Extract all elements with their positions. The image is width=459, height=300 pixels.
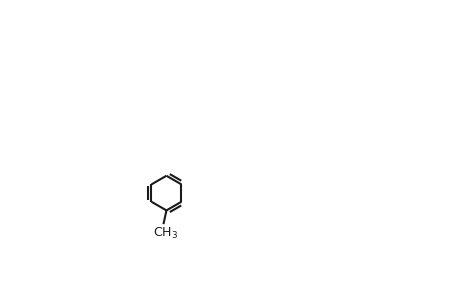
Text: CH$_3$: CH$_3$ <box>152 225 178 241</box>
